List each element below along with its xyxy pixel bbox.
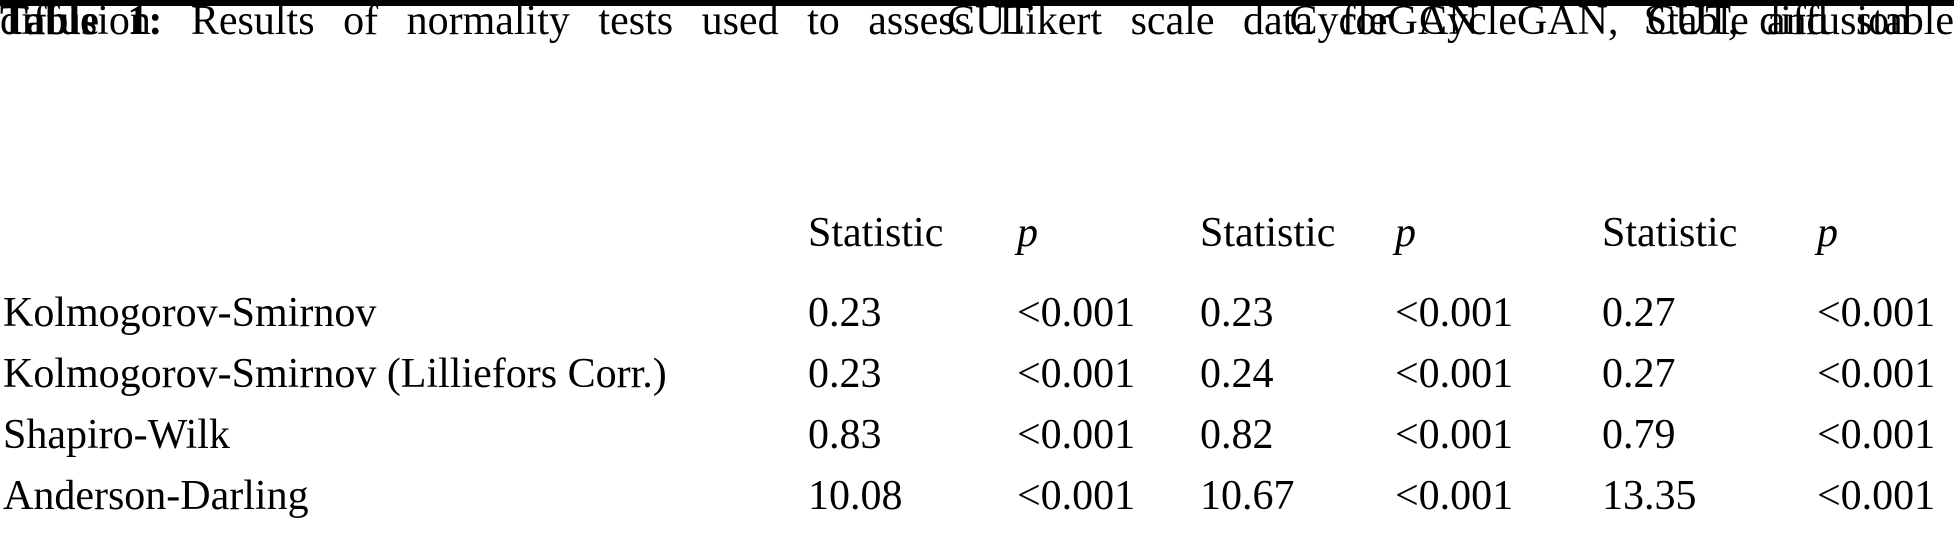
- cell-cut-p: <0.001: [1017, 473, 1136, 519]
- table-caption-line2: diffusion: [0, 0, 151, 44]
- table-caption-line1: Table 1: Results of normality tests used…: [0, 0, 1954, 42]
- table-caption-label: Table 1:: [0, 0, 163, 44]
- cell-cut-statistic: 0.23: [808, 351, 882, 397]
- cell-stable-diffusion-statistic: 13.35: [1602, 473, 1697, 519]
- cell-cyclegan-statistic: 0.24: [1200, 351, 1274, 397]
- table-row: Shapiro-Wilk 0.83 <0.001 0.82 <0.001 0.7…: [0, 414, 1954, 466]
- cell-cyclegan-statistic: 0.23: [1200, 290, 1274, 336]
- table-row: Kolmogorov-Smirnov 0.23 <0.001 0.23 <0.0…: [0, 292, 1954, 344]
- subheader-statistic-stable-diffusion: Statistic: [1602, 210, 1738, 256]
- table-row: Kolmogorov-Smirnov (Lilliefors Corr.) 0.…: [0, 353, 1954, 405]
- cell-stable-diffusion-statistic: 0.79: [1602, 412, 1676, 458]
- cell-cut-statistic: 10.08: [808, 473, 903, 519]
- cell-cyclegan-p: <0.001: [1395, 412, 1514, 458]
- subheader-statistic-cyclegan: Statistic: [1200, 210, 1336, 256]
- cell-stable-diffusion-p: <0.001: [1817, 351, 1936, 397]
- column-group-cyclegan: CycleGAN: [1289, 0, 1479, 44]
- cell-cut-p: <0.001: [1017, 351, 1136, 397]
- cell-cut-p: <0.001: [1017, 290, 1136, 336]
- column-group-stable-diffusion: Stable diffusion: [1643, 0, 1911, 44]
- row-label: Kolmogorov-Smirnov (Lilliefors Corr.): [3, 351, 667, 397]
- cell-cyclegan-p: <0.001: [1395, 473, 1514, 519]
- cell-stable-diffusion-p: <0.001: [1817, 290, 1936, 336]
- table-row: Anderson-Darling 10.08 <0.001 10.67 <0.0…: [0, 475, 1954, 527]
- cell-stable-diffusion-statistic: 0.27: [1602, 290, 1676, 336]
- cell-cyclegan-statistic: 0.82: [1200, 412, 1274, 458]
- subheader-p-stable-diffusion: p: [1817, 210, 1838, 256]
- cell-cyclegan-statistic: 10.67: [1200, 473, 1295, 519]
- subheader-p-cut: p: [1017, 210, 1038, 256]
- column-group-cut: CUT: [947, 0, 1031, 44]
- cell-stable-diffusion-statistic: 0.27: [1602, 351, 1676, 397]
- column-group-header-row: CUT CycleGAN Stable diffusion: [0, 0, 1954, 50]
- cell-cyclegan-p: <0.001: [1395, 351, 1514, 397]
- subheader-statistic-cut: Statistic: [808, 210, 944, 256]
- cell-stable-diffusion-p: <0.001: [1817, 412, 1936, 458]
- cell-cut-p: <0.001: [1017, 412, 1136, 458]
- bottom-rule: [0, 0, 1954, 6]
- row-label: Shapiro-Wilk: [3, 412, 230, 458]
- row-label: Kolmogorov-Smirnov: [3, 290, 377, 336]
- cell-stable-diffusion-p: <0.001: [1817, 473, 1936, 519]
- cell-cut-statistic: 0.83: [808, 412, 882, 458]
- cell-cut-statistic: 0.23: [808, 290, 882, 336]
- table-caption-text: Results of normality tests used to asses…: [190, 0, 1954, 44]
- cell-cyclegan-p: <0.001: [1395, 290, 1514, 336]
- row-label: Anderson-Darling: [3, 473, 309, 519]
- subheader-row: Statistic p Statistic p Statistic p: [0, 212, 1954, 262]
- subheader-p-cyclegan: p: [1395, 210, 1416, 256]
